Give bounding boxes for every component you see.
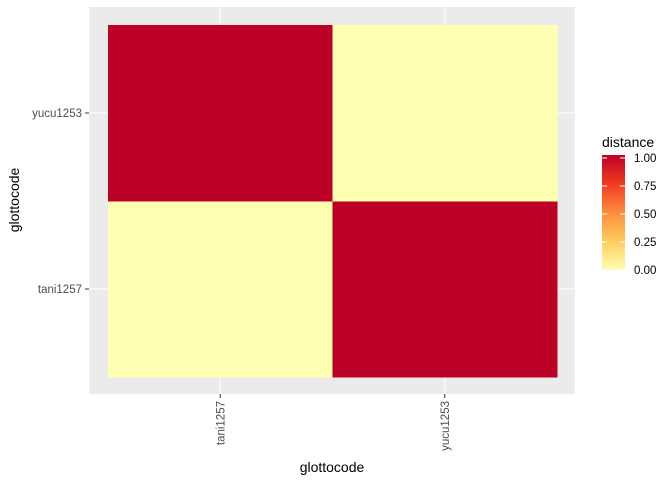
x-tick-label: tani1257 <box>215 401 227 445</box>
x-tick-label: yucu1253 <box>440 401 452 451</box>
heatmap-cell <box>332 201 558 378</box>
y-tick-label: yucu1253 <box>32 108 82 120</box>
axes: tani1257 yucu1253 tani1257 yucu1253 <box>32 108 452 451</box>
heatmap-cell <box>108 25 333 202</box>
legend-tick-label: 0.25 <box>634 237 656 249</box>
legend-tick-label: 1.00 <box>634 153 656 165</box>
legend-title: distance <box>602 134 654 150</box>
legend-tick-label: 0.75 <box>634 181 656 193</box>
legend-tick-label: 0.50 <box>634 209 656 221</box>
y-axis-title: glottocode <box>6 167 22 232</box>
y-tick-label: tani1257 <box>38 284 82 296</box>
legend: distance 0.00 0.25 0.50 0.75 1.00 <box>602 134 656 277</box>
heatmap-cells <box>108 25 558 378</box>
heatmap-cell <box>108 201 333 378</box>
legend-colorbar <box>602 155 625 270</box>
heatmap-cell <box>332 25 558 202</box>
legend-tick-label: 0.00 <box>634 265 656 277</box>
x-axis-title: glottocode <box>300 459 365 475</box>
